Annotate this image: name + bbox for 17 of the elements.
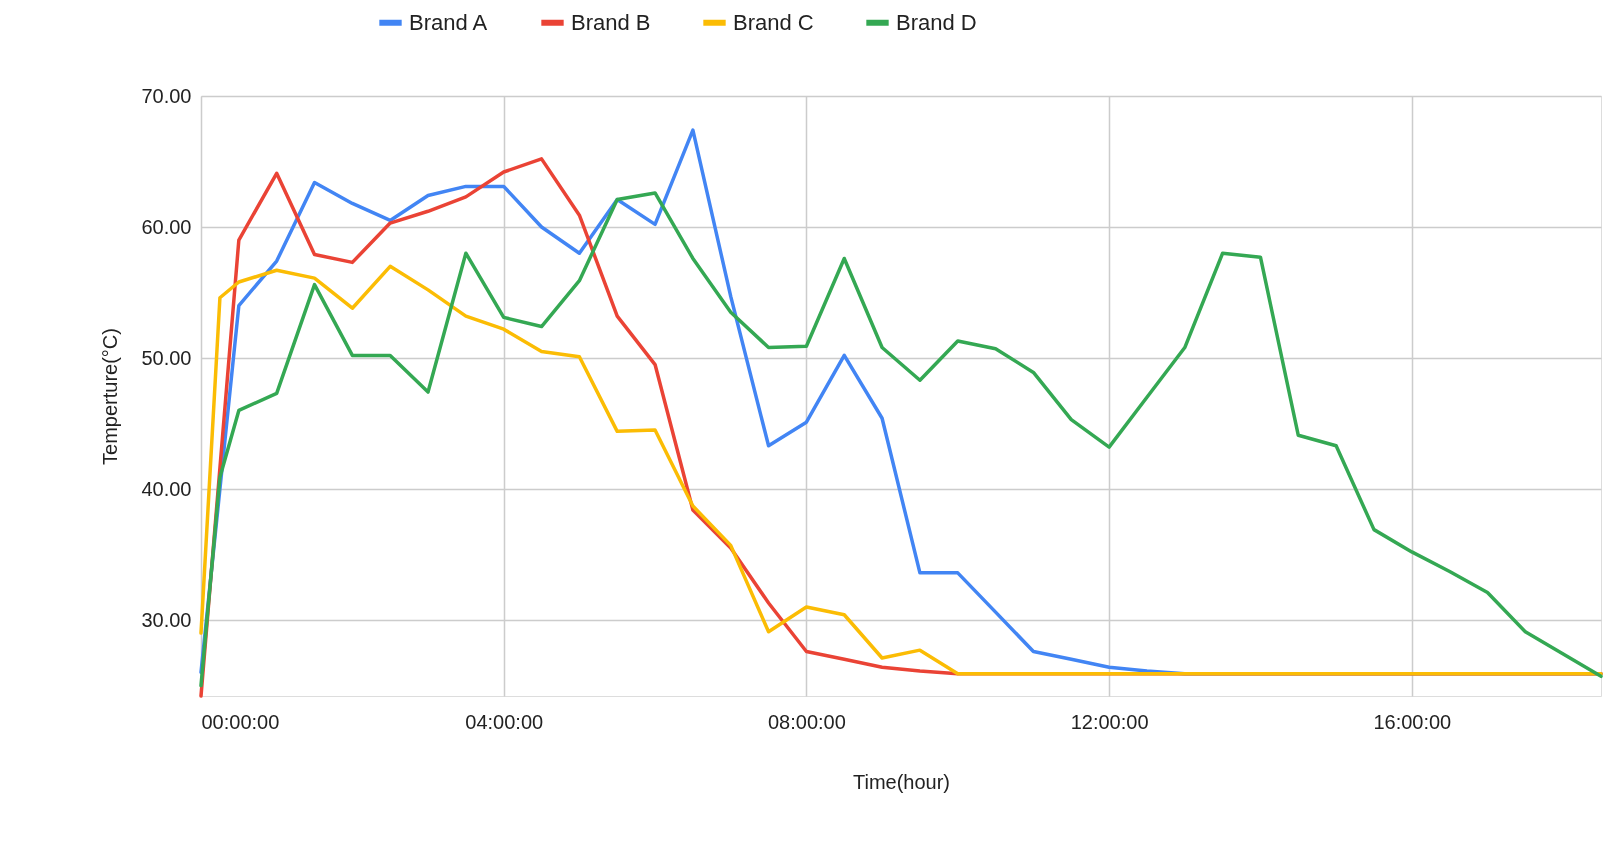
x-axis-title: Time(hour) <box>852 770 951 793</box>
y-tick-label: 50.00 <box>141 346 192 369</box>
y-tick-label: 30.00 <box>141 608 192 631</box>
legend-label: Brand A <box>409 9 488 35</box>
y-tick-label: 60.00 <box>141 215 192 238</box>
y-tick-label: 70.00 <box>141 84 192 107</box>
legend-label: Brand D <box>896 9 977 35</box>
y-axis-title: Temperture(°C) <box>99 328 122 465</box>
x-tick-label: 08:00:00 <box>767 710 846 733</box>
x-tick-label: 04:00:00 <box>465 710 544 733</box>
legend-label: Brand C <box>733 9 814 35</box>
y-tick-label: 40.00 <box>141 477 192 500</box>
x-tick-label: 16:00:00 <box>1373 710 1452 733</box>
x-tick-label: 00:00:00 <box>201 710 280 733</box>
x-tick-label: 12:00:00 <box>1070 710 1149 733</box>
legend-label: Brand B <box>571 9 651 35</box>
line-series <box>199 264 1603 676</box>
